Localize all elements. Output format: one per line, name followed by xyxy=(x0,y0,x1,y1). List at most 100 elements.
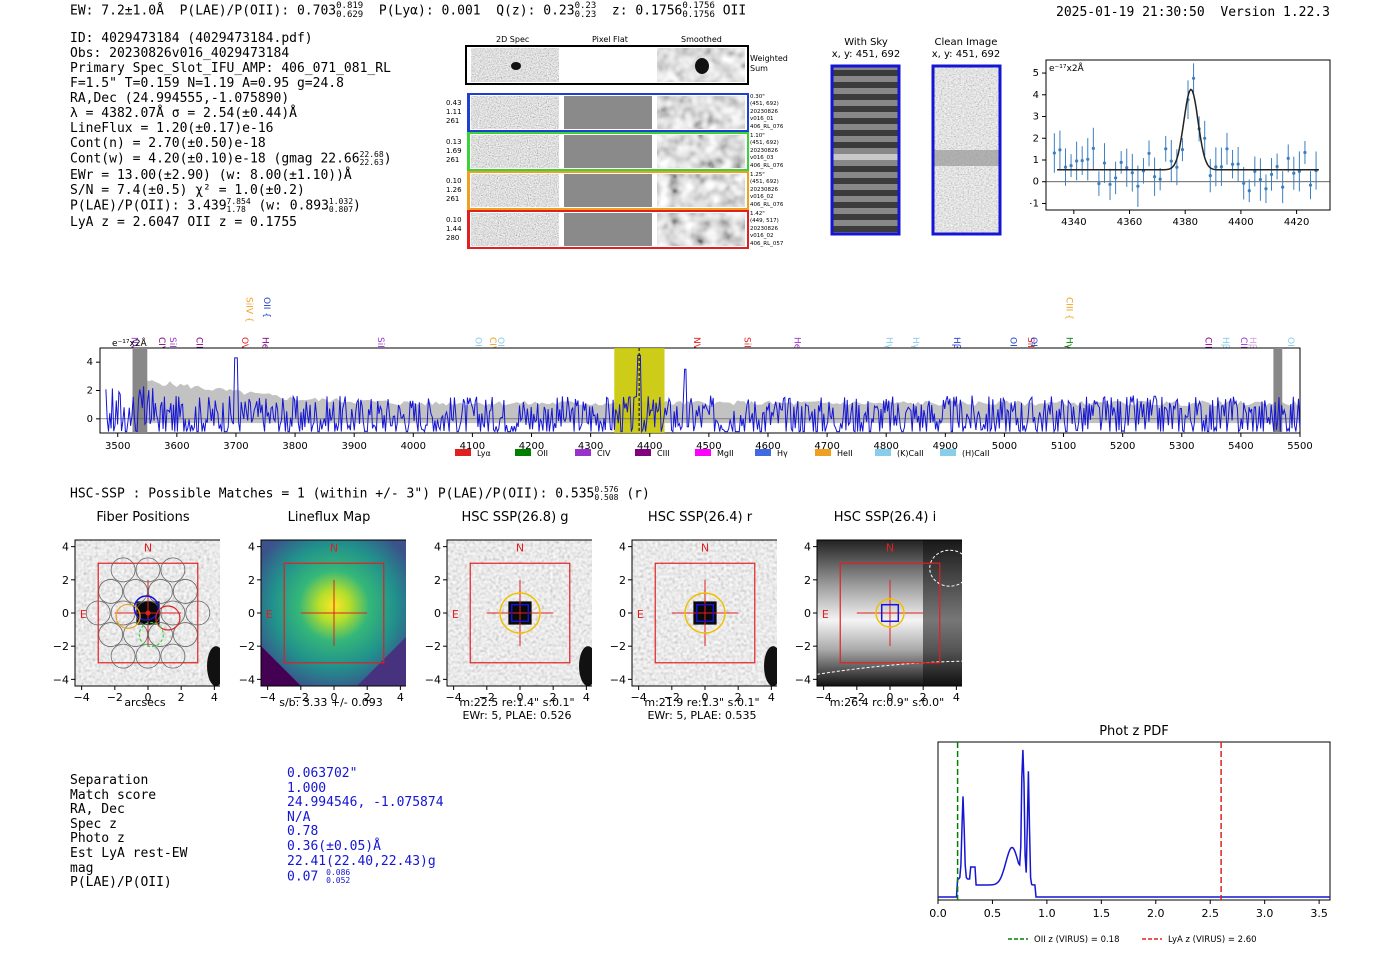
legend-label: OII xyxy=(537,449,548,458)
clean-image-frame xyxy=(931,64,1002,236)
photz-legend-oii: OII z (VIRUS) = 0.18 xyxy=(1034,935,1120,945)
cutout-right-value: 406_RL_076 xyxy=(750,123,784,130)
hsc-ytick-label: −4 xyxy=(53,673,69,686)
match-value: N/A xyxy=(287,809,311,825)
hsc-panel-caption: arcsecs xyxy=(124,696,166,709)
zoom-data-point xyxy=(1125,166,1129,170)
match-values: 0.063702" 1.000 24.994546, -1.075874 N/A… xyxy=(287,766,444,885)
full-xtick-label: 4900 xyxy=(933,441,958,452)
cutout-right-value: v016_03 xyxy=(750,155,774,162)
weighted-sum-smoothed-source xyxy=(695,58,709,74)
zoom-ytick-label: 1 xyxy=(1033,155,1039,166)
info-line: LineFlux = 1.20(±0.17)e-16 xyxy=(70,121,274,136)
zoom-data-point xyxy=(1230,162,1235,166)
match-value: 0.78 xyxy=(287,824,319,840)
zoom-data-point xyxy=(1281,185,1285,189)
zoom-ytick-label: 4 xyxy=(1033,90,1039,101)
aperture-box xyxy=(97,562,199,664)
zoom-data-point xyxy=(1208,173,1212,178)
zoom-data-point xyxy=(1119,160,1123,164)
cutout-right-value: (451, 692) xyxy=(750,140,779,147)
hsc-title-text: HSC-SSP : Possible Matches = 1 (within +… xyxy=(70,486,595,502)
zoom-data-point xyxy=(1058,148,1062,152)
match-value: 0.36(±0.05)Å xyxy=(287,838,381,854)
spectral-line-label: OII { xyxy=(261,297,271,318)
zoom-data-point xyxy=(1102,161,1107,165)
cutout-left-value: 1.11 xyxy=(446,108,462,116)
i-band-neighbor-arc xyxy=(816,660,962,675)
hsc-xtick-label: −2 xyxy=(293,691,309,704)
contw-lo: 22.63 xyxy=(359,158,384,167)
legend-swatch xyxy=(755,449,771,456)
north-label: N xyxy=(144,542,152,555)
cutout-rows xyxy=(467,93,749,249)
aperture-box xyxy=(654,562,756,664)
full-xtick-label: 4400 xyxy=(637,441,662,452)
zoom-data-point xyxy=(1108,182,1112,187)
full-content: 3500 3600 3700 3800 3900 4000 4100 4200 4300 4400… xyxy=(87,348,1313,452)
zoom-fit-line xyxy=(1057,88,1319,171)
hsc-xtick-label: 0 xyxy=(145,691,152,704)
hsc-ytick-label: 0 xyxy=(804,607,811,620)
legend-swatch xyxy=(515,449,531,456)
hsc-ytick-label: 4 xyxy=(62,541,69,554)
sky-stripe xyxy=(832,226,899,232)
hsc-xtick-label: −4 xyxy=(816,691,832,704)
full-xtick-label: 5300 xyxy=(1169,441,1194,452)
fiber-orange xyxy=(115,603,141,629)
hsc-xtick-label: 4 xyxy=(211,691,218,704)
hsc-xtick-label: 2 xyxy=(364,691,371,704)
hsc-neighbor xyxy=(579,646,592,687)
zoom-ytick-label: 2 xyxy=(1033,133,1039,144)
spectral-line-label: OII { xyxy=(1007,337,1017,358)
match-label: mag xyxy=(70,860,94,876)
photz-xtick-label: 0.5 xyxy=(984,907,1002,920)
zoom-data-point xyxy=(1114,176,1118,180)
zoom-spectrum: 4340 4360 4380 4400 4420 5 4 3 2 1 0 −1 e⁻¹⁷x2Å xyxy=(1030,59,1331,228)
spectral-line-label: Hγ { xyxy=(910,337,920,358)
full-xtick-label: 4100 xyxy=(460,441,485,452)
cutout-right-value: 20230826 xyxy=(750,108,778,115)
zoom-xtick-label: 4400 xyxy=(1228,217,1253,228)
cutout-row-marker xyxy=(468,133,470,170)
with-sky-header: With Sky x, y: 451, 692 xyxy=(826,37,906,61)
hsc-xtick-label: 0 xyxy=(887,691,894,704)
zoom-data-point xyxy=(1091,146,1095,150)
legend-swatch xyxy=(635,449,651,456)
cutout-2dspec xyxy=(471,96,559,129)
plae-w-hi: 1.032 xyxy=(328,197,354,206)
cutout-left-value: 261 xyxy=(446,156,460,164)
match-label: Separation xyxy=(70,773,149,788)
hsc-ytick-label: 0 xyxy=(62,607,69,620)
cutout-right-value: 406_RL_076 xyxy=(750,162,784,169)
cutout-smoothed xyxy=(657,135,745,168)
header-qz-hi: 0.23 xyxy=(574,1,597,11)
info-line: λ = 4382.07Å σ = 2.54(±0.44)Å xyxy=(70,106,297,121)
hsc-ytick-label: 2 xyxy=(434,574,441,587)
sky-stripe xyxy=(832,142,899,148)
zoom-data-point xyxy=(1063,165,1068,169)
north-label: N xyxy=(701,542,709,555)
cutout-left-value: 261 xyxy=(446,117,460,125)
photz-xtick-label: 1.5 xyxy=(1093,907,1111,920)
fiber-circle xyxy=(110,643,136,669)
match-value: 24.994546, -1.075874 xyxy=(287,795,444,811)
match-value: 0.063702" xyxy=(287,766,358,781)
full-ylabel: e⁻¹⁷x2Å xyxy=(112,337,148,349)
full-xtick-label: 5100 xyxy=(1051,441,1076,452)
hsc-panel-svg: −4 −2 0 2 4 4 2 0 −2 −4 N E xyxy=(425,539,592,704)
contw-hi: 22.68 xyxy=(359,150,384,159)
full-xtick-label: 5000 xyxy=(992,441,1017,452)
cutout-row-right: 0.30" (451, 692) 20230826 v016_01 406_RL_076 xyxy=(750,94,783,131)
zoom-data-point xyxy=(1069,164,1073,168)
fiber-circle xyxy=(148,579,173,604)
zoom-data-point xyxy=(1097,181,1101,186)
cutout-2dspec xyxy=(471,135,559,168)
zoom-data-point xyxy=(1152,175,1157,179)
fiber-center xyxy=(145,610,151,616)
fiber-circle xyxy=(98,622,124,647)
cutout-row-right: 1.10" (451, 692) 20230826 v016_03 406_RL_076 xyxy=(750,133,783,170)
cutout-right-value: v016_02 xyxy=(750,194,774,201)
full-xtick-label: 4300 xyxy=(578,441,603,452)
full-xtick-label: 3700 xyxy=(223,441,248,452)
